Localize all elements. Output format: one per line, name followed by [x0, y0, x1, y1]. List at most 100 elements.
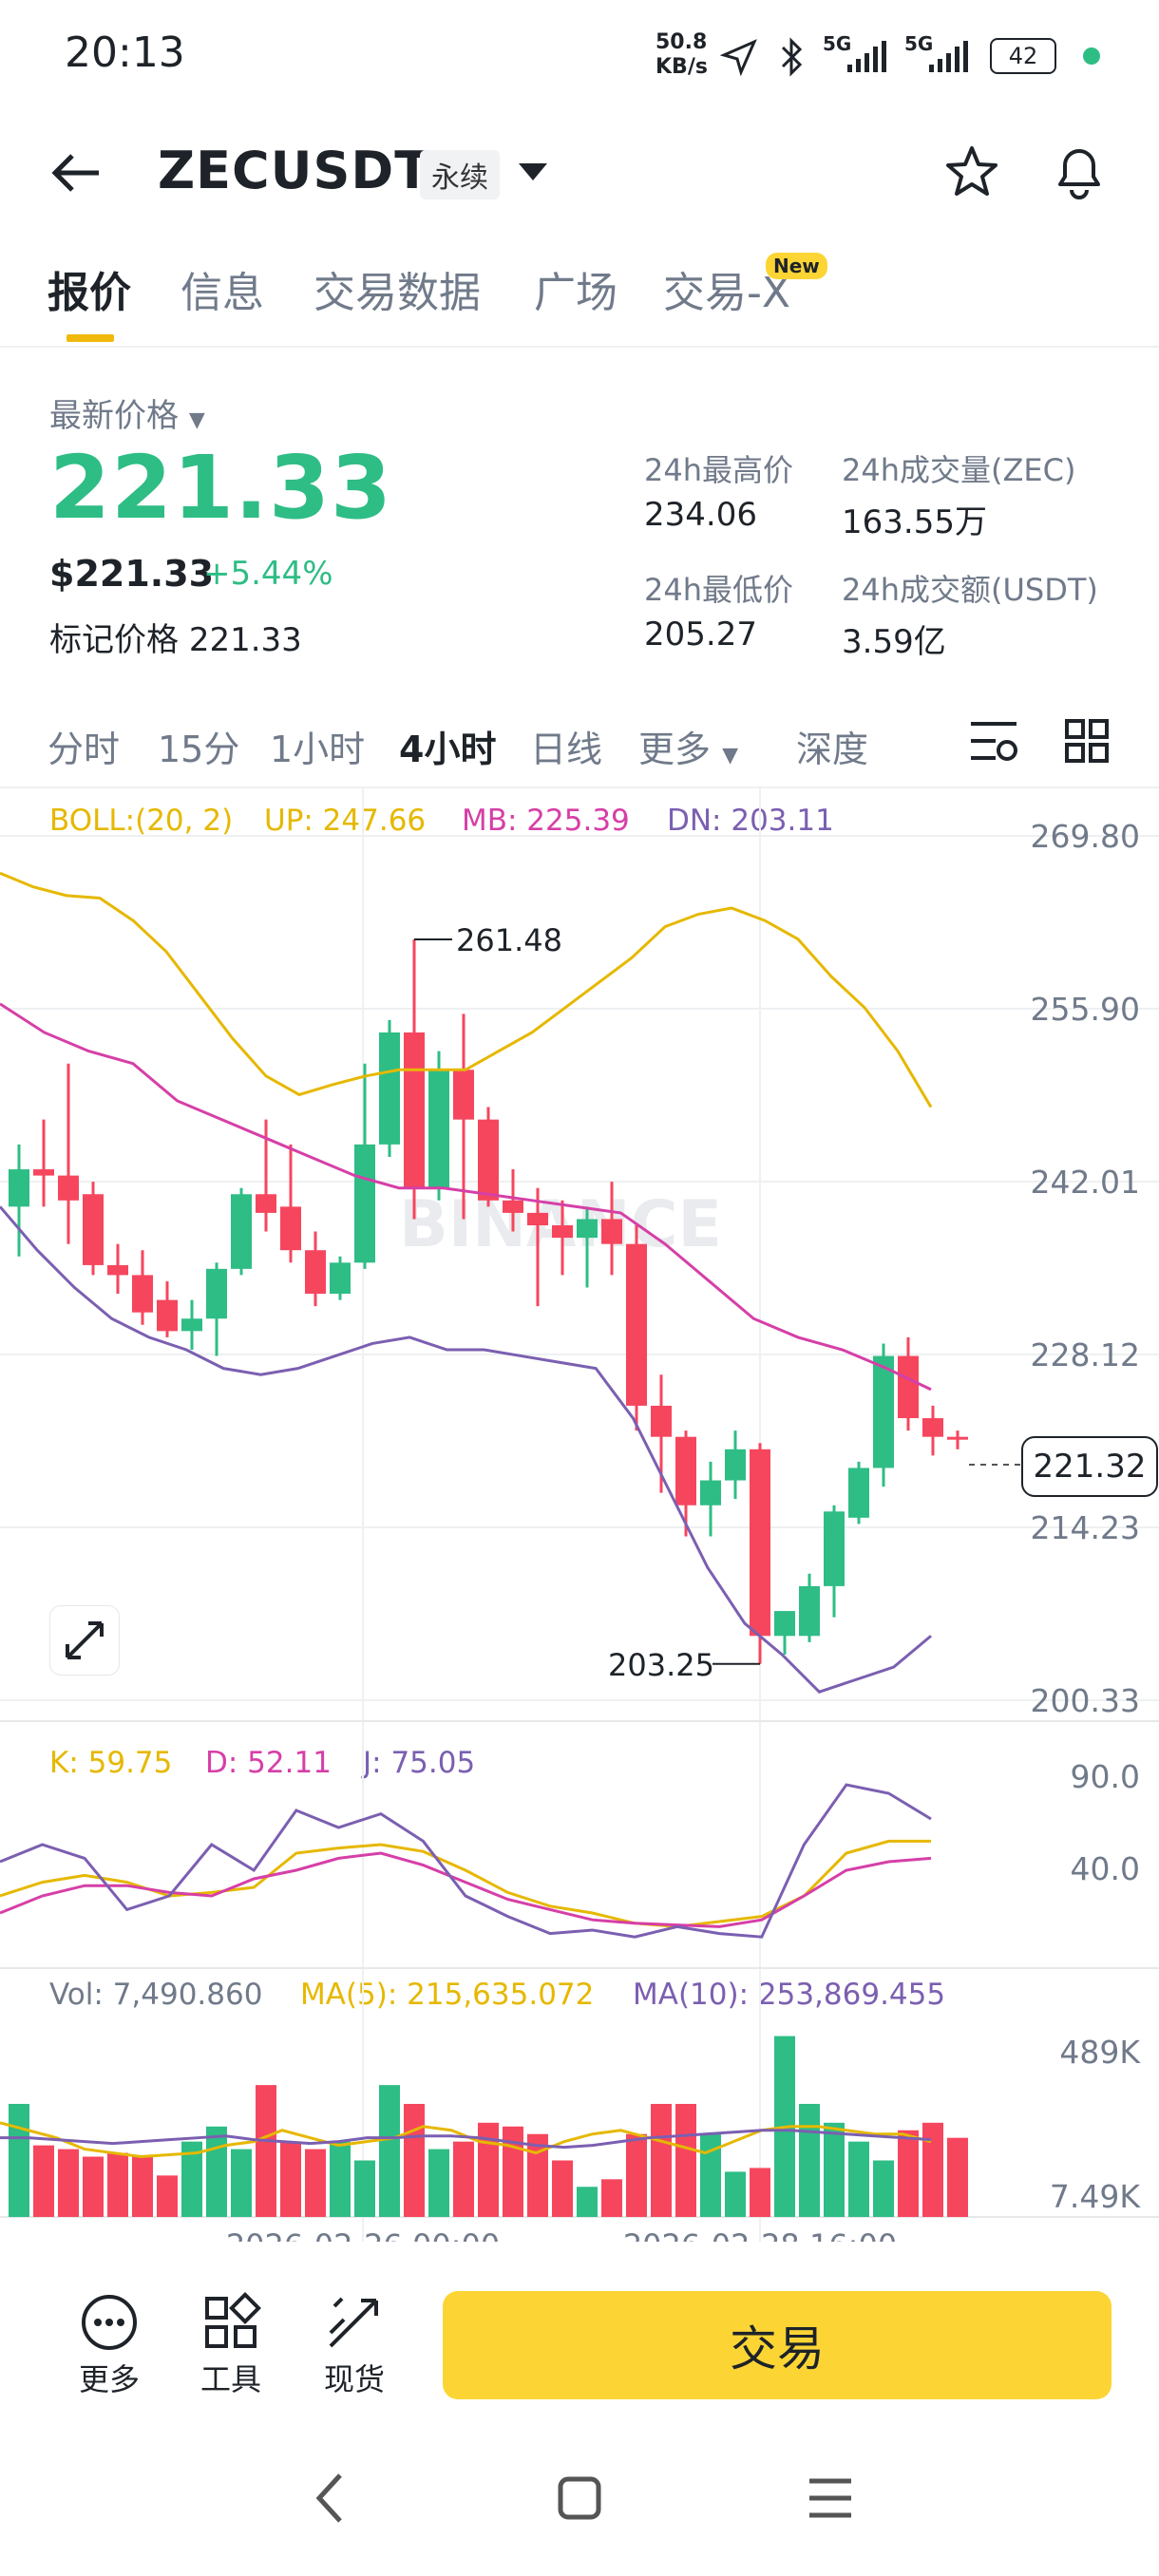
interval-1d[interactable]: 日线	[530, 729, 603, 770]
volume-bar	[527, 2133, 548, 2217]
layout-grid-icon[interactable]	[1064, 718, 1110, 764]
expand-icon	[66, 1621, 104, 1659]
usd-price: $221.33	[49, 553, 215, 595]
low-label: 24h最低价	[644, 572, 794, 608]
tools-grid-icon	[205, 2292, 261, 2348]
candle-body	[231, 1194, 252, 1269]
candle-body	[626, 1243, 647, 1406]
candle-body	[181, 1318, 202, 1332]
candle-body	[305, 1250, 326, 1295]
volume-bar	[922, 2122, 943, 2217]
volume-bar	[799, 2103, 820, 2217]
low-value: 205.27	[644, 616, 757, 653]
interval-1h[interactable]: 1小时	[270, 729, 366, 770]
interval-depth[interactable]: 深度	[796, 729, 869, 770]
back-arrow-icon[interactable]	[49, 150, 103, 196]
candle-body	[478, 1119, 499, 1201]
volume-bar	[157, 2175, 178, 2217]
latest-price-label[interactable]: 最新价格 ▼	[49, 389, 205, 436]
tab-quote[interactable]: 报价	[48, 269, 131, 317]
volume-bar	[132, 2156, 153, 2217]
volume-bar	[305, 2149, 326, 2217]
contract-type-badge[interactable]: 永续	[420, 150, 500, 199]
interval-4h[interactable]: 4小时	[399, 729, 497, 770]
trade-button[interactable]: 交易	[443, 2291, 1112, 2399]
high-value: 234.06	[644, 496, 757, 534]
candle-body	[898, 1355, 919, 1419]
price-axis-label: 214.23	[1031, 1509, 1140, 1546]
kdj-line-j	[0, 1783, 932, 1939]
candle-body	[83, 1194, 104, 1265]
caret-down-icon: ▼	[188, 408, 205, 432]
volume-bar	[181, 2141, 202, 2217]
volume-bar	[700, 2133, 721, 2217]
interval-more[interactable]: 更多 ▼	[638, 720, 738, 772]
candle-body	[873, 1355, 894, 1468]
system-back-icon[interactable]	[310, 2470, 348, 2527]
volume-bar	[453, 2141, 474, 2217]
candle-body	[280, 1206, 301, 1251]
boll-mb: MB: 225.39	[462, 804, 630, 838]
system-home-icon[interactable]	[555, 2472, 604, 2525]
mark-price-row: 标记价格 221.33	[49, 614, 302, 660]
divider	[0, 786, 1159, 788]
bell-icon[interactable]	[1051, 141, 1108, 201]
volume-bar	[256, 2085, 276, 2217]
status-time: 20:13	[65, 28, 185, 77]
volume-bar	[354, 2160, 375, 2217]
boll-lower-line	[0, 1205, 932, 1694]
candlestick-chart[interactable]: BINANCE 261.48 203.25 269.80 255.90 242.01 228…	[0, 788, 1159, 2242]
volume-bar	[83, 2156, 104, 2217]
symbol-title[interactable]: ZECUSDT	[158, 141, 431, 200]
high-annotation: 261.48	[456, 922, 562, 958]
candle-body	[601, 1219, 622, 1244]
expand-chart-button[interactable]	[49, 1605, 120, 1676]
star-icon[interactable]	[944, 144, 999, 199]
volume-bar	[675, 2103, 696, 2217]
price-change: +5.44%	[203, 555, 333, 593]
caret-down-icon[interactable]	[517, 161, 549, 184]
candle-body	[651, 1405, 672, 1437]
kdj-axis-label: 90.0	[1071, 1758, 1140, 1795]
volume-bar	[824, 2122, 845, 2217]
tools-label: 工具	[200, 2361, 261, 2397]
tools-button[interactable]: 工具	[188, 2289, 274, 2399]
candle-body	[552, 1225, 573, 1239]
more-button[interactable]: 更多	[66, 2289, 152, 2399]
more-dots-icon	[82, 2295, 137, 2350]
kdj-k: K: 59.75	[49, 1746, 173, 1780]
caret-down-icon: ▼	[722, 744, 739, 767]
watermark-text: BINANCE	[399, 1187, 722, 1262]
tab-square[interactable]: 广场	[534, 269, 618, 317]
candle-body	[107, 1264, 128, 1276]
volume-bar	[651, 2103, 672, 2217]
volume-bar	[231, 2149, 252, 2217]
divider	[0, 346, 1159, 348]
boll-up: UP: 247.66	[264, 804, 427, 838]
vol-axis-label: 7.49K	[1050, 2178, 1141, 2215]
vol-label: Vol: 7,490.860	[49, 1978, 263, 2012]
system-menu-icon[interactable]	[806, 2473, 855, 2523]
vol-ma10: MA(10): 253,869.455	[633, 1978, 946, 2012]
candle-body	[527, 1212, 548, 1226]
candle-body	[354, 1144, 375, 1263]
interval-time[interactable]: 分时	[48, 729, 121, 770]
spot-button[interactable]: 现货	[312, 2289, 397, 2399]
tab-info[interactable]: 信息	[180, 269, 264, 317]
current-price-tag: 221.32	[1021, 1436, 1158, 1497]
chart-settings-icon[interactable]	[967, 718, 1020, 766]
candle-body	[577, 1219, 598, 1239]
low-annotation: 203.25	[608, 1647, 714, 1683]
net-unit: KB/s	[656, 55, 708, 79]
tab-trading-data[interactable]: 交易数据	[314, 269, 481, 317]
battery-icon: 42	[990, 38, 1056, 74]
boll-upper-line	[0, 871, 933, 1108]
candle-body	[206, 1268, 227, 1319]
candle-body	[58, 1175, 79, 1201]
volume-bar	[725, 2171, 746, 2217]
time-axis-label: 2026-02-28 16:00	[623, 2227, 897, 2242]
interval-15m[interactable]: 15分	[158, 729, 240, 770]
volume-bar	[206, 2126, 227, 2217]
candle-body	[848, 1468, 869, 1518]
volume-bar	[626, 2133, 647, 2217]
